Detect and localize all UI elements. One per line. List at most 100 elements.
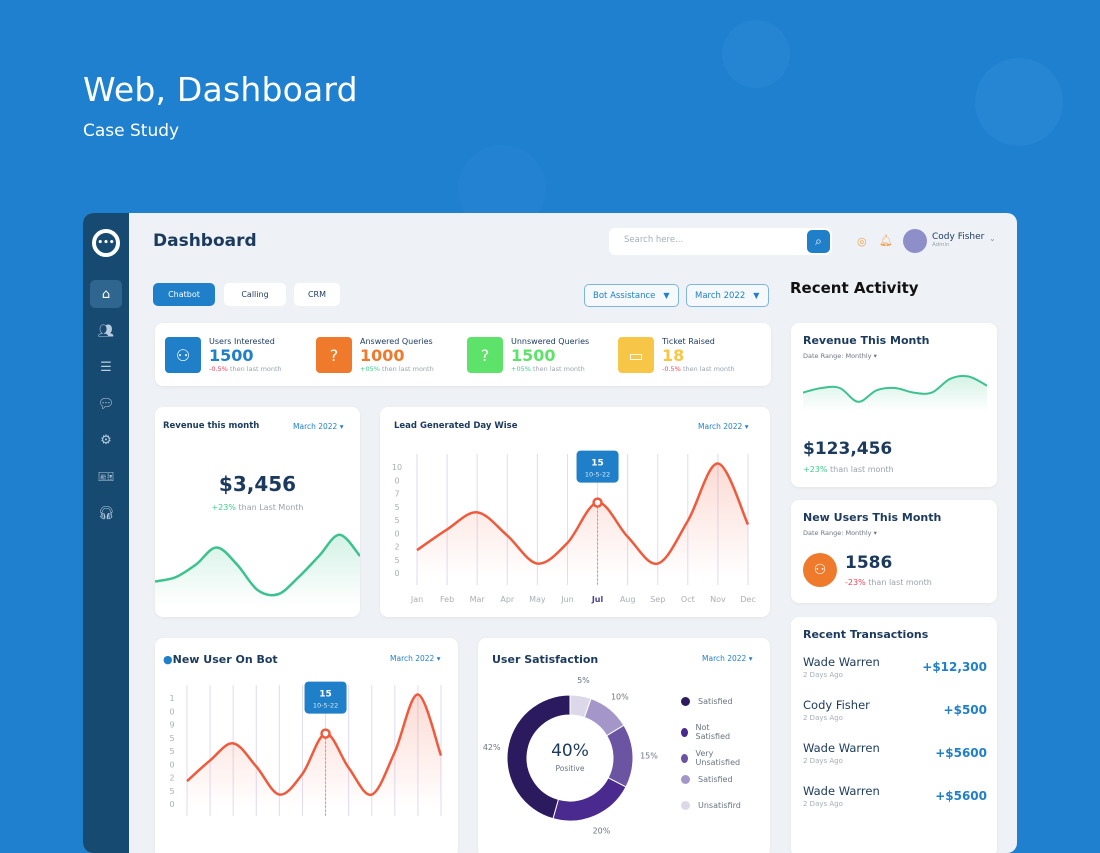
search-placeholder: Search here... (624, 235, 684, 245)
tooltip-value: 15 (319, 690, 332, 700)
slice-label: 20% (593, 826, 611, 835)
bell-icon[interactable]: 🔔︎ (879, 234, 893, 247)
date-range-dropdown[interactable]: Date Range: Monthly ▾ (803, 352, 877, 360)
donut-slice (552, 777, 627, 822)
ticket-icon[interactable]: 🎫︎ (97, 469, 115, 485)
transaction-row[interactable]: Wade Warren 2 Days Ago +$5600 (803, 784, 987, 822)
series-line (803, 374, 987, 403)
delta-text: than last month (830, 465, 894, 474)
card-title: Recent Transactions (803, 628, 929, 641)
y-tick-label: 0 (169, 800, 174, 809)
y-tick-label: 5 (169, 734, 174, 743)
bot-filter-value: Bot Assistance (593, 290, 656, 301)
sliders-icon[interactable]: ☰ (100, 359, 112, 375)
satisfaction-card: User Satisfaction March 2022 ▾ 5% 10% 15% 2… (478, 638, 770, 853)
series-line (416, 462, 750, 565)
transaction-name: Wade Warren (803, 741, 880, 755)
chat-icon[interactable]: 💬︎ (97, 396, 115, 412)
stat-label: Unnswered Queries (511, 337, 590, 346)
month-dropdown[interactable]: March 2022 ▾ (702, 654, 753, 663)
y-tick-label: 5 (169, 787, 174, 796)
y-tick-label: 10 (392, 463, 402, 472)
x-tick-label: Jan (410, 595, 423, 604)
card-title: Lead Generated Day Wise (394, 421, 518, 431)
stat-item: ? Unnswered Queries 1500 +05% then last … (467, 337, 589, 373)
new-users-value: 1586 (845, 553, 893, 573)
highlight-point (592, 497, 603, 508)
date-range-dropdown[interactable]: Date Range: Monthly ▾ (803, 529, 877, 537)
users-icon[interactable]: 👥︎ (97, 323, 115, 339)
stat-delta: +05% (511, 365, 531, 373)
x-tick-label: Mar (470, 595, 486, 604)
hero-title: Web, Dashboard (83, 70, 358, 109)
card-title: Revenue this month (163, 421, 260, 431)
month-dropdown[interactable]: March 2022 ▾ (293, 422, 344, 431)
legend-swatch (681, 727, 688, 737)
search-button[interactable]: ⌕ (807, 230, 830, 253)
stat-item: ▭ Ticket Raised 18 -0.5% then last month (618, 337, 735, 373)
stat-delta-text: then last month (682, 365, 735, 373)
x-tick-label: Nov (710, 595, 726, 604)
stat-label: Users Interested (209, 337, 275, 346)
search-input[interactable]: Search here... ⌕ (609, 228, 832, 255)
recent-revenue-value: $123,456 (803, 439, 893, 459)
month-dropdown[interactable]: March 2022 ▾ (698, 422, 749, 431)
x-tick-label: Apr (500, 595, 515, 604)
satisfaction-donut: 5% 10% 15% 20% 42% (483, 676, 658, 835)
tab-crm[interactable]: CRM (294, 283, 340, 306)
legend-label: Very Unsatisfied (695, 749, 741, 767)
transaction-date: 2 Days Ago (803, 671, 843, 679)
stat-value: 1500 (209, 346, 254, 365)
tab-calling[interactable]: Calling (224, 283, 286, 306)
revenue-delta: +23% (211, 503, 236, 512)
avatar[interactable] (903, 229, 927, 253)
stat-value: 1500 (511, 346, 556, 365)
x-tick-label: May (529, 595, 546, 604)
y-tick-label: 5 (394, 503, 399, 512)
new-users-card: New Users This Month Date Range: Monthly… (791, 500, 997, 603)
legend-item: Satisfied (681, 697, 733, 706)
hero-subtitle: Case Study (83, 121, 180, 141)
legend-item: Not Satisfied (681, 723, 733, 741)
bot-filter-dropdown[interactable]: Bot Assistance ▼ (584, 284, 679, 307)
settings-icon[interactable]: ⚙ (100, 432, 112, 448)
card-title: ●New User On Bot (163, 653, 278, 666)
x-tick-label: Feb (440, 595, 454, 604)
y-tick-label: 0 (169, 707, 174, 716)
chevron-down-icon[interactable]: ⌄ (989, 234, 996, 243)
user-icon: ⚇ (803, 553, 837, 587)
stat-label: Ticket Raised (662, 337, 715, 346)
legend-item: Very Unsatisfied (681, 749, 743, 767)
card-title: User Satisfaction (492, 653, 599, 666)
caret-down-icon: ▼ (753, 291, 760, 300)
transaction-date: 2 Days Ago (803, 800, 843, 808)
globe-icon[interactable]: ◎ (857, 235, 867, 248)
user-icon: ⚇ (165, 337, 201, 373)
question-chat-icon: ? (316, 337, 352, 373)
tooltip-date: 10-5-22 (313, 702, 338, 710)
y-tick-label: 5 (169, 747, 174, 756)
transaction-row[interactable]: Wade Warren 2 Days Ago +$12,300 (803, 655, 987, 693)
question-icon: ? (467, 337, 503, 373)
tooltip (304, 681, 347, 714)
stats-card: ⚇ Users Interested 1500 -0.5% then last … (155, 323, 771, 386)
legend-swatch (681, 801, 690, 810)
legend-label: Not Satisfied (695, 723, 731, 741)
telegram-bubble-icon (975, 58, 1063, 146)
transaction-row[interactable]: Wade Warren 2 Days Ago +$5600 (803, 741, 987, 779)
transaction-row[interactable]: Cody Fisher 2 Days Ago +$500 (803, 698, 987, 736)
y-tick-label: 1 (169, 694, 174, 703)
legend-item: Unsatisfird (681, 801, 741, 810)
sidebar: ••• ⌂ 👥︎ ☰ 💬︎ ⚙ 🎫︎ 🎧︎ (83, 213, 129, 853)
area-fill (155, 534, 360, 607)
stat-value: 1000 (360, 346, 405, 365)
month-dropdown[interactable]: March 2022 ▾ (390, 654, 441, 663)
tab-chatbot[interactable]: Chatbot (153, 283, 215, 306)
month-filter-dropdown[interactable]: March 2022 ▼ (686, 284, 769, 307)
area-fill (803, 375, 987, 411)
headset-icon[interactable]: 🎧︎ (97, 505, 115, 521)
transaction-date: 2 Days Ago (803, 714, 843, 722)
series-line (186, 693, 443, 796)
home-icon[interactable]: ⌂ (90, 280, 122, 308)
